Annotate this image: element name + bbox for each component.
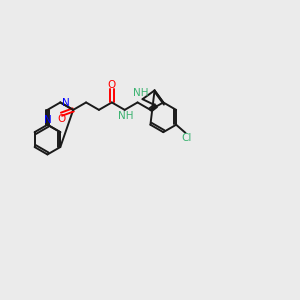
Text: O: O bbox=[108, 80, 116, 90]
Text: N: N bbox=[62, 98, 70, 108]
Text: O: O bbox=[57, 114, 66, 124]
Text: NH: NH bbox=[118, 111, 134, 121]
Text: N: N bbox=[44, 115, 52, 125]
Text: NH: NH bbox=[133, 88, 149, 98]
Text: Cl: Cl bbox=[181, 133, 191, 143]
